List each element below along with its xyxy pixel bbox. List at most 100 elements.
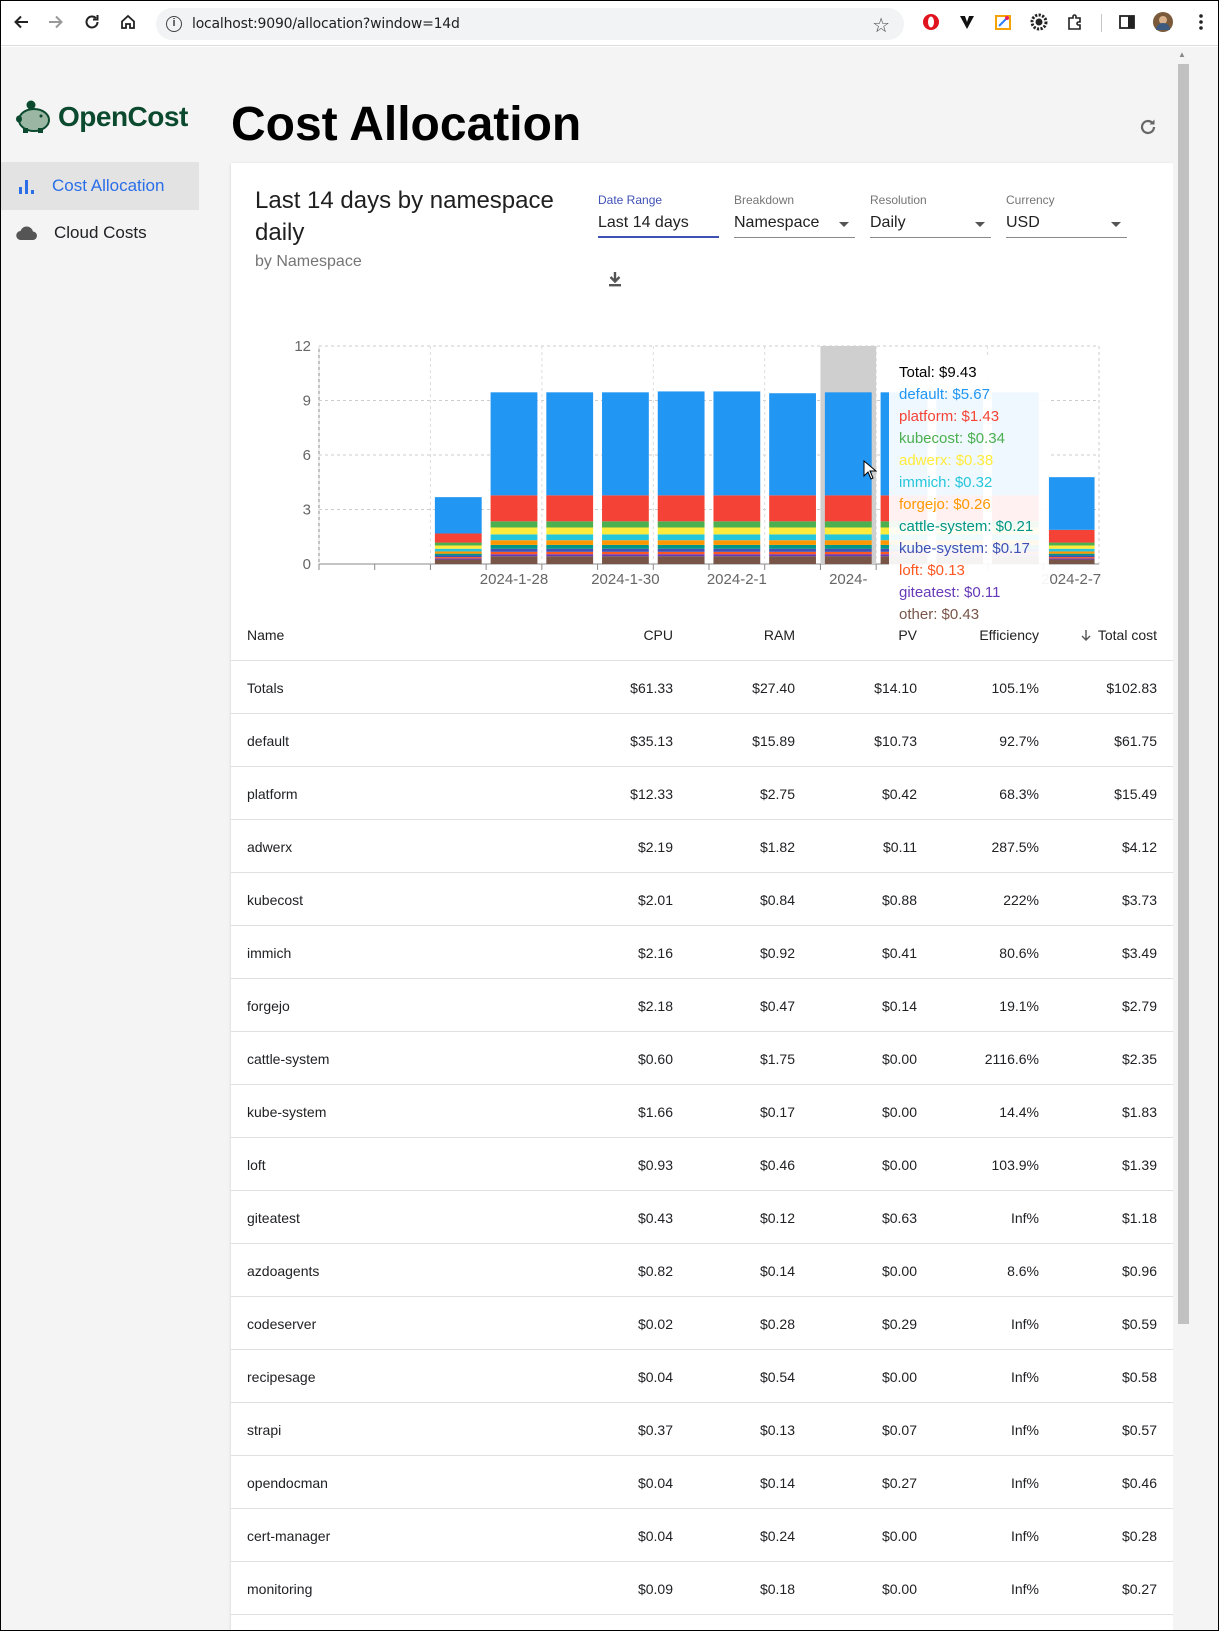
- bar-segment-loft: [490, 551, 538, 555]
- bar-segment-adwerx: [602, 527, 649, 535]
- back-icon[interactable]: [9, 10, 33, 34]
- profile-avatar[interactable]: [1152, 11, 1174, 33]
- cell-pv: $0.00: [881, 1528, 917, 1544]
- cell-total-cost: $2.35: [1121, 1051, 1157, 1067]
- sidebar-item-label: Cost Allocation: [52, 176, 165, 195]
- breakdown-select[interactable]: Breakdown Namespace: [734, 193, 855, 238]
- table-row[interactable]: platform $12.33 $2.75 $0.42 68.3% $15.49: [231, 767, 1173, 820]
- scrollbar-thumb[interactable]: [1178, 64, 1189, 1324]
- table-row[interactable]: kube-system $1.66 $0.17 $0.00 14.4% $1.83: [231, 1085, 1173, 1138]
- bar-segment-cattle-system: [713, 544, 761, 549]
- table-row[interactable]: kubecost $2.01 $0.84 $0.88 222% $3.73: [231, 873, 1173, 926]
- bar-segment-loft: [769, 551, 816, 555]
- browser-menu-icon[interactable]: [1190, 11, 1212, 33]
- bar-segment-cattle-system: [602, 544, 649, 549]
- sidebar-item-cloud-costs[interactable]: Cloud Costs: [0, 209, 199, 257]
- cell-pv: $0.11: [883, 839, 917, 855]
- totals-row[interactable]: Totals $61.33 $27.40 $14.10 105.1% $102.83: [231, 661, 1173, 714]
- table-row[interactable]: adwerx $2.19 $1.82 $0.11 287.5% $4.12: [231, 820, 1173, 873]
- site-info-icon[interactable]: i: [166, 16, 182, 32]
- table-row[interactable]: giteatest $0.43 $0.12 $0.63 Inf% $1.18: [231, 1191, 1173, 1244]
- cell-total-cost: $1.39: [1121, 1157, 1157, 1173]
- tooltip-line-other: other: $0.43: [899, 606, 980, 623]
- bar-segment-giteatest: [490, 554, 538, 557]
- home-icon[interactable]: [116, 10, 140, 34]
- piggy-bank-icon: [16, 100, 50, 133]
- bar-segment-other: [657, 556, 705, 564]
- opencost-logo[interactable]: OpenCost: [14, 99, 188, 135]
- breakdown-value[interactable]: Namespace: [734, 214, 855, 238]
- bookmark-star-icon[interactable]: ☆: [872, 15, 890, 37]
- tooltip-line-immich: immich: $0.32: [899, 474, 993, 491]
- y-tick-label: 3: [303, 502, 311, 519]
- x-tick-label: 2024-: [829, 571, 867, 588]
- table-row[interactable]: default $35.13 $15.89 $10.73 92.7% $61.75: [231, 714, 1173, 767]
- bar-segment-giteatest: [769, 554, 816, 557]
- cell-total-cost: $1.18: [1121, 1210, 1157, 1226]
- table-row[interactable]: opendocman $0.04 $0.14 $0.27 Inf% $0.46: [231, 1456, 1173, 1509]
- bar-segment-default: [546, 392, 594, 496]
- cell-pv: $0.29: [881, 1316, 917, 1332]
- cell-name: kubecost: [247, 892, 304, 908]
- bar-segment-forgejo: [657, 540, 705, 545]
- column-header-cpu[interactable]: CPU: [643, 627, 673, 643]
- scroll-up-arrow-icon[interactable]: ▲: [1178, 50, 1186, 59]
- table-row[interactable]: codeserver $0.02 $0.28 $0.29 Inf% $0.59: [231, 1297, 1173, 1350]
- reload-icon[interactable]: [80, 10, 104, 34]
- bar-segment-other: [713, 556, 761, 564]
- table-row[interactable]: forgejo $2.18 $0.47 $0.14 19.1% $2.79: [231, 979, 1173, 1032]
- bar-chart-icon: [19, 180, 34, 194]
- cell-efficiency: Inf%: [1010, 1528, 1039, 1544]
- column-header-ram[interactable]: RAM: [763, 627, 795, 643]
- resolution-value[interactable]: Daily: [870, 214, 991, 238]
- color-picker-extension-icon[interactable]: [992, 11, 1014, 33]
- cell-ram: $0.92: [759, 945, 795, 961]
- bar-segment-other: [546, 556, 594, 564]
- date-range-input[interactable]: Last 14 days: [598, 214, 719, 238]
- tooltip-line-platform: platform: $1.43: [899, 408, 1000, 425]
- currency-select[interactable]: Currency USD: [1006, 193, 1127, 238]
- table-row[interactable]: cattle-system $0.60 $1.75 $0.00 2116.6% $2.35: [231, 1032, 1173, 1085]
- cell-ram: $0.13: [759, 1422, 795, 1438]
- vivaldi-extension-icon[interactable]: [956, 11, 978, 33]
- column-header-efficiency[interactable]: Efficiency: [979, 627, 1039, 643]
- table-row[interactable]: strapi $0.37 $0.13 $0.07 Inf% $0.57: [231, 1403, 1173, 1456]
- bar-segment-adwerx: [769, 527, 816, 535]
- cell-cpu: $0.09: [637, 1581, 673, 1597]
- cell-total-cost: $2.79: [1121, 998, 1157, 1014]
- table-row[interactable]: recipesage $0.04 $0.54 $0.00 Inf% $0.58: [231, 1350, 1173, 1403]
- cell-total-cost: $0.58: [1121, 1369, 1157, 1385]
- side-panel-icon[interactable]: [1116, 11, 1138, 33]
- cell-pv: $0.07: [881, 1422, 917, 1438]
- column-header-name[interactable]: Name: [247, 627, 285, 643]
- puzzle-extensions-icon[interactable]: [1064, 11, 1086, 33]
- currency-value[interactable]: USD: [1006, 214, 1127, 238]
- table-row[interactable]: azdoagents $0.82 $0.14 $0.00 8.6% $0.96: [231, 1244, 1173, 1297]
- cell-pv: $0.00: [881, 1263, 917, 1279]
- table-row[interactable]: monitoring $0.09 $0.18 $0.00 Inf% $0.27: [231, 1562, 1173, 1615]
- date-range-field[interactable]: Date Range Last 14 days: [598, 193, 719, 238]
- tooltip-line-loft: loft: $0.13: [899, 562, 965, 579]
- table-row[interactable]: loft $0.93 $0.46 $0.00 103.9% $1.39: [231, 1138, 1173, 1191]
- cell-name: immich: [247, 945, 292, 961]
- refresh-icon[interactable]: [1138, 117, 1162, 141]
- opera-extension-icon[interactable]: [920, 11, 942, 33]
- column-header-total-cost[interactable]: Total cost: [1080, 627, 1157, 643]
- cell-name: strapi: [247, 1422, 282, 1438]
- resolution-select[interactable]: Resolution Daily: [870, 193, 991, 238]
- logo-text: OpenCost: [58, 101, 188, 132]
- table-row[interactable]: immich $2.16 $0.92 $0.41 80.6% $3.49: [231, 926, 1173, 979]
- cell-efficiency: 80.6%: [999, 945, 1039, 961]
- table-row[interactable]: cert-manager $0.04 $0.24 $0.00 Inf% $0.28: [231, 1509, 1173, 1562]
- cell-pv: $0.88: [881, 892, 917, 908]
- column-header-pv[interactable]: PV: [898, 627, 917, 643]
- forward-icon[interactable]: [44, 10, 68, 34]
- bar-segment-forgejo: [434, 551, 482, 554]
- cell-ram: $0.14: [759, 1475, 795, 1491]
- download-icon[interactable]: [605, 269, 629, 293]
- sidebar-item-cost-allocation[interactable]: Cost Allocation: [0, 162, 199, 210]
- bar-segment-other: [824, 556, 872, 564]
- address-bar[interactable]: i localhost:9090/allocation?window=14d ☆: [156, 8, 904, 40]
- gear-extension-icon[interactable]: [1028, 11, 1050, 33]
- bar-segment-giteatest: [657, 554, 705, 557]
